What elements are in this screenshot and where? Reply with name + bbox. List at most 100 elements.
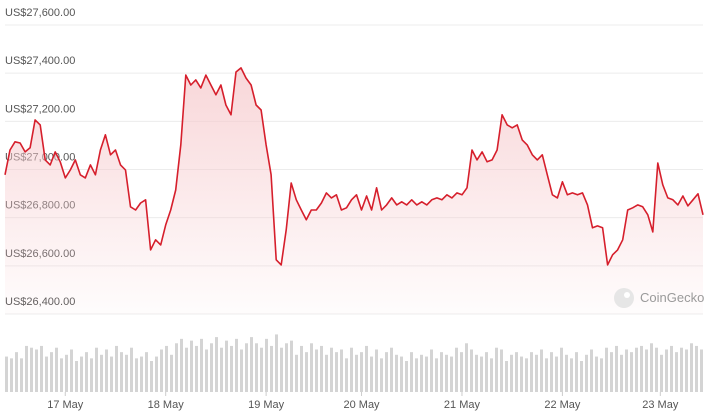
volume-bar [140,356,143,392]
volume-bar [535,354,538,392]
volume-bar [430,349,433,392]
volume-bar [210,343,213,392]
volume-bar [655,347,658,392]
volume-bar [580,361,583,392]
volume-bar [275,334,278,392]
volume-bar [595,356,598,392]
volume-bar [75,361,78,392]
volume-bar [530,352,533,392]
volume-bar [155,356,158,392]
volume-bar [260,347,263,392]
volume-bar [30,347,33,392]
volume-bar [150,361,153,392]
volume-bar [190,340,193,392]
volume-bar [360,352,363,392]
x-tick-label: 20 May [343,399,380,411]
volume-bar [60,358,63,392]
volume-bar [415,358,418,392]
volume-bar [565,354,568,392]
volume-bar [405,361,408,392]
volume-bar [85,352,88,392]
volume-bar [370,356,373,392]
volume-bar [450,356,453,392]
volume-bar [525,358,528,392]
volume-bar [670,345,673,392]
volume-bar [585,354,588,392]
volume-bar [650,343,653,392]
watermark-logo [614,288,634,308]
volume-bar [400,356,403,392]
volume-bar [600,358,603,392]
volume-bar [435,358,438,392]
volume-bar [560,347,563,392]
volume-bar [50,352,53,392]
volume-bar [295,354,298,392]
volume-bar [425,356,428,392]
volume-bar [570,358,573,392]
volume-bar [620,354,623,392]
volume-bar [160,349,163,392]
volume-bar [320,345,323,392]
volume-bar [205,349,208,392]
volume-bar [555,356,558,392]
volume-bar [635,347,638,392]
volume-bar [665,349,668,392]
volume-bar [285,343,288,392]
volume-bar [225,340,228,392]
volume-bar [355,354,358,392]
volume-bar [300,345,303,392]
volume-bar [170,354,173,392]
volume-bar [340,349,343,392]
volume-bar [315,349,318,392]
volume-bar [495,347,498,392]
volume-bar [630,352,633,392]
volume-bar [310,343,313,392]
volume-bar [575,352,578,392]
volume-bar [255,343,258,392]
volume-bar [465,343,468,392]
volume-bar [520,356,523,392]
volume-bar [350,347,353,392]
x-tick-label: 21 May [444,399,481,411]
volume-bar [110,356,113,392]
volume-bar [130,347,133,392]
volume-bar [165,345,168,392]
volume-bar [700,349,703,392]
x-tick-label: 19 May [248,399,285,411]
volume-bar [115,345,118,392]
volume-bar [505,361,508,392]
volume-bar [515,352,518,392]
volume-bar [40,345,43,392]
volume-bar [180,338,183,392]
volume-bar [290,340,293,392]
volume-bar [235,338,238,392]
volume-bar [240,349,243,392]
volume-bar [545,358,548,392]
watermark: CoinGecko [614,288,704,308]
y-tick-label: US$27,600.00 [5,7,75,19]
volume-bar [380,358,383,392]
volume-bar [445,354,448,392]
volume-bar [645,349,648,392]
volume-bar [5,356,8,392]
volume-bar [690,343,693,392]
volume-bar [305,352,308,392]
volume-bar [410,352,413,392]
volume-bar [440,352,443,392]
volume-bar [470,349,473,392]
volume-bar [20,358,23,392]
volume-bar [695,345,698,392]
volume-bar [480,356,483,392]
watermark-logo-eye [624,292,630,298]
x-tick-label: 22 May [544,399,581,411]
volume-bar [65,354,68,392]
volume-bar [335,352,338,392]
volume-bar [80,356,83,392]
volume-bar [365,345,368,392]
volume-bar [550,352,553,392]
volume-bar [105,349,108,392]
volume-bar [135,358,138,392]
volume-bar [610,352,613,392]
volume-bar [455,347,458,392]
